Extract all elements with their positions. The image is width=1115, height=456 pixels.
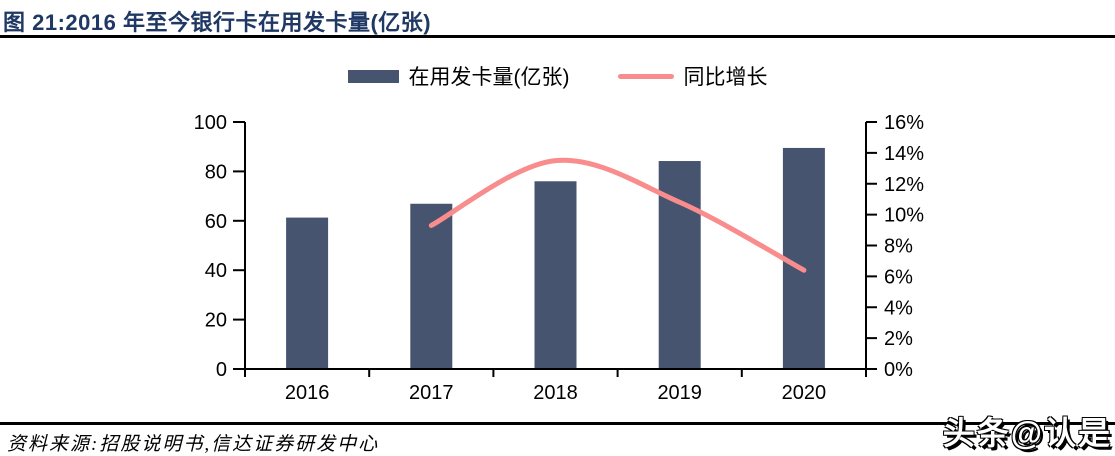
left-axis-tick-label: 0: [216, 359, 227, 381]
x-axis-label: 2017: [409, 382, 454, 404]
right-axis-tick-label: 4%: [884, 297, 913, 319]
right-axis-tick-label: 2%: [884, 328, 913, 350]
x-axis-label: 2019: [657, 382, 702, 404]
x-axis-label: 2016: [285, 382, 330, 404]
x-axis-label: 2018: [533, 382, 578, 404]
bar-2019: [658, 161, 701, 369]
figure-title: 图 21:2016 年至今银行卡在用发卡量(亿张): [3, 10, 432, 35]
left-axis-tick-label: 100: [194, 112, 227, 134]
right-axis-tick-label: 16%: [884, 112, 924, 134]
bar-2018: [534, 181, 577, 369]
bar-series-swatch-icon: [347, 69, 399, 83]
legend-item-line-series: 同比增长: [617, 61, 768, 91]
growth-line: [428, 157, 807, 273]
bar-2016: [286, 217, 329, 369]
legend-label-line-series: 同比增长: [683, 66, 768, 89]
right-axis-tick-label: 0%: [884, 359, 913, 381]
left-axis-tick-label: 20: [205, 310, 227, 332]
legend-label-bar-series: 在用发卡量(亿张): [408, 66, 570, 89]
left-axis-tick-label: 40: [205, 260, 227, 282]
watermark: 头条@认是: [942, 415, 1112, 451]
chart-legend: 在用发卡量(亿张) 同比增长: [0, 61, 1115, 91]
title-divider: [0, 35, 1115, 38]
right-axis-tick-label: 14%: [884, 143, 924, 165]
right-axis-tick-label: 10%: [884, 205, 924, 227]
legend-item-bar-series: 在用发卡量(亿张): [347, 61, 570, 91]
right-axis-tick-label: 8%: [884, 236, 913, 258]
bar-2020: [782, 147, 825, 369]
bar-2017: [410, 203, 453, 369]
left-axis-tick-label: 80: [205, 161, 227, 183]
left-axis-tick-label: 60: [205, 211, 227, 233]
x-axis-label: 2020: [782, 382, 827, 404]
line-series-swatch-icon: [617, 73, 674, 79]
right-axis-tick-label: 12%: [884, 174, 924, 196]
source-note: 资料来源:招股说明书,信达证券研发中心: [7, 434, 380, 455]
right-axis-tick-label: 6%: [884, 266, 913, 288]
footer-divider: [0, 422, 1115, 425]
